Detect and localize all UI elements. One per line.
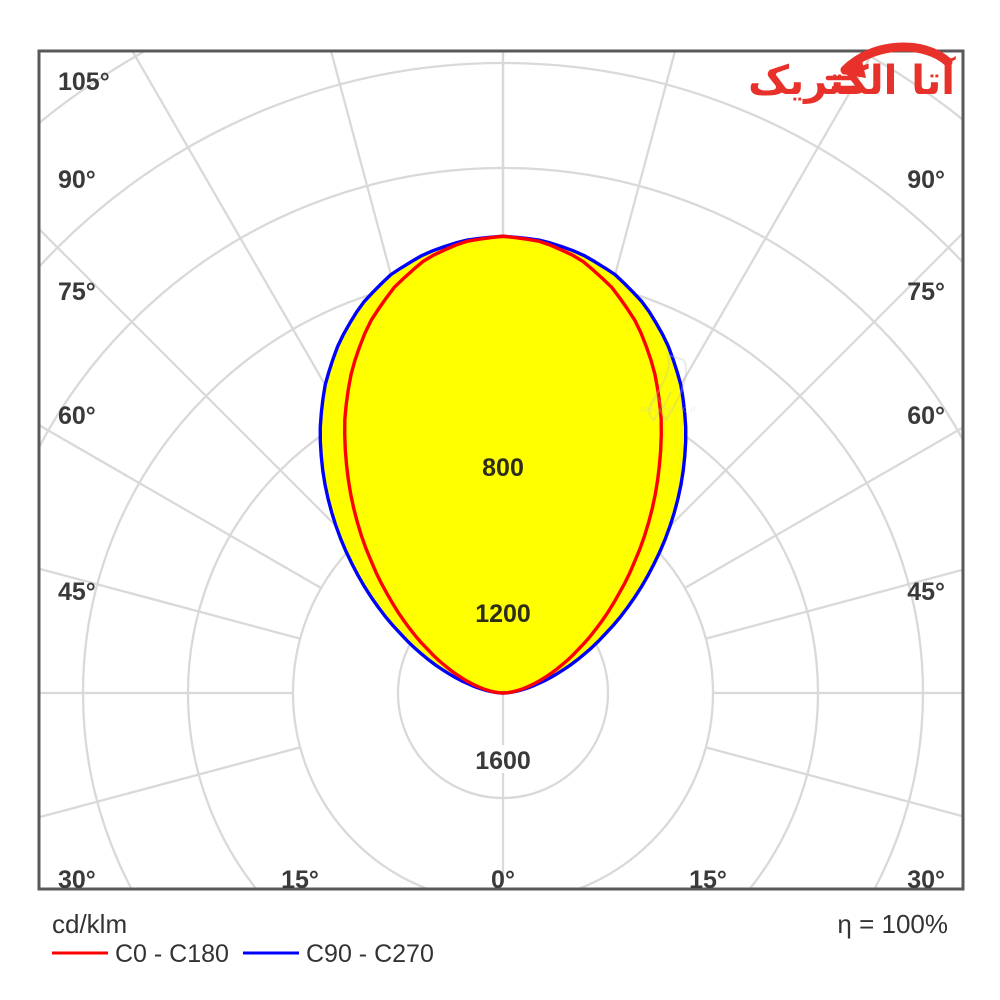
grid-spoke-45 — [650, 231, 963, 546]
curve-c0-c180 — [343, 234, 663, 695]
angle-label-left-60: 60° — [58, 402, 96, 430]
radial-label-1200: 1200 — [475, 600, 531, 628]
grid-spoke--60 — [39, 423, 322, 589]
radial-label-bg-800 — [475, 452, 535, 480]
angle-label-left-75: 75° — [58, 278, 96, 306]
plot-frame — [37, 49, 965, 891]
ata-electric-logo: آتا الکتریک — [748, 42, 956, 104]
angle-label-left-45: 45° — [58, 578, 96, 606]
angle-label-bottom-0: 0° — [491, 866, 515, 894]
grid-spoke--45 — [39, 227, 356, 546]
watermark-bolt-icon — [647, 391, 672, 411]
radial-label-bg-1200 — [468, 598, 541, 626]
logo-arrow-icon — [842, 56, 866, 78]
angle-label-bottom-15-right: 15° — [689, 866, 727, 894]
angle-label-right-90: 90° — [907, 166, 945, 194]
legend-label-c90-c270: C90 - C270 — [306, 940, 434, 968]
legend: C0 - C180 C90 - C270 — [52, 940, 434, 968]
grid-spoke-60 — [684, 426, 963, 589]
grid-spoke--75 — [39, 567, 301, 640]
radial-tick-labels: 800 1200 1600 — [468, 452, 541, 775]
angle-label-right-75: 75° — [907, 278, 945, 306]
grid-spoke--105 — [39, 746, 301, 819]
angle-label-right-60: 60° — [907, 402, 945, 430]
angle-label-left-105: 105° — [58, 68, 110, 96]
unit-label: cd/klm — [52, 909, 127, 939]
angle-label-bottom-15-left: 15° — [281, 866, 319, 894]
legend-label-c0-c180: C0 - C180 — [115, 940, 229, 968]
angle-label-left-30: 30° — [58, 866, 96, 894]
radial-label-1600: 1600 — [475, 747, 531, 775]
radial-label-bg-1600 — [468, 745, 541, 773]
logo-speed-lines-icon — [825, 75, 859, 91]
grid-spoke-75 — [705, 568, 963, 640]
angle-label-right-30: 30° — [907, 866, 945, 894]
grid-spoke-105 — [705, 746, 963, 818]
watermark-glyph-icon — [648, 353, 688, 423]
angle-tick-labels: 105° 90° 75° 60° 45° 30° 90° 75° 60° 45°… — [58, 68, 945, 894]
efficiency-label: η = 100% — [837, 909, 948, 939]
watermark: ataelectric.ir — [640, 353, 697, 423]
radial-label-800: 800 — [482, 454, 524, 482]
angle-label-right-45: 45° — [907, 578, 945, 606]
watermark-text: ataelectric.ir — [640, 405, 697, 415]
angle-label-left-90: 90° — [58, 166, 96, 194]
